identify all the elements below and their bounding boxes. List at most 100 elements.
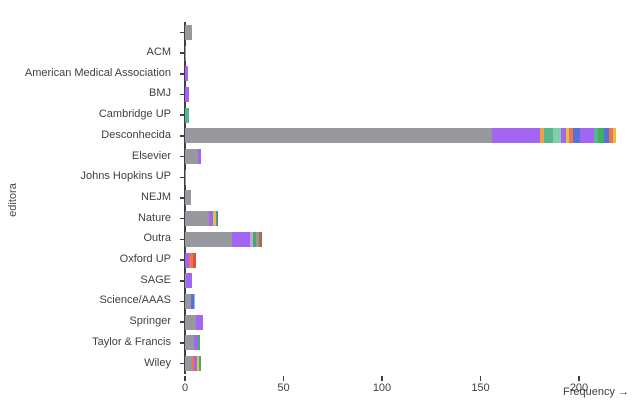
- bar-segment-yellow: [566, 128, 570, 144]
- bar-row: [185, 314, 203, 330]
- category-label: SAGE: [140, 273, 171, 286]
- bar-segment-gray: [185, 169, 186, 185]
- bar-segment-green: [215, 211, 217, 227]
- bar-segment-yellow: [212, 211, 216, 227]
- x-tick-label: 0: [181, 381, 189, 394]
- bar-segment-purple: [185, 252, 189, 268]
- x-tick-label: 100: [372, 381, 392, 394]
- bar-segment-gray: [185, 273, 186, 289]
- bar-segment-gray: [185, 128, 493, 144]
- y-tick-mark: [179, 155, 185, 158]
- bar-segment-gray: [185, 45, 187, 61]
- x-tick-mark: [184, 375, 186, 381]
- category-label: Elsevier: [131, 149, 171, 162]
- category-label: ACM: [146, 46, 171, 59]
- category-label: Wiley: [144, 356, 171, 369]
- bar-segment-gray: [185, 314, 196, 330]
- bar-row: [185, 231, 262, 247]
- bar-segment-blue: [216, 211, 219, 227]
- bar-segment-salmon: [609, 128, 614, 144]
- bar-row: [185, 293, 195, 309]
- y-tick-mark: [179, 238, 185, 241]
- bar-row: [185, 86, 189, 102]
- bar-segment-gray: [255, 231, 259, 247]
- category-label: Springer: [129, 315, 171, 328]
- bar-segment-teal: [593, 128, 598, 144]
- bar-segment-green: [597, 128, 604, 144]
- bar-row: [185, 66, 188, 82]
- bar-row: [185, 211, 219, 227]
- bar-segment-purple: [561, 128, 567, 144]
- bar-segment-blue: [573, 128, 580, 144]
- bar-segment-purple: [197, 149, 201, 165]
- category-label: BMJ: [149, 87, 171, 100]
- bar-row: [185, 45, 187, 61]
- bar-segment-salmon: [569, 128, 574, 144]
- bar-segment-blue: [190, 293, 194, 309]
- bar-row: [185, 356, 201, 372]
- y-tick-mark: [179, 259, 185, 261]
- bar-row: [185, 335, 200, 351]
- category-label: Nature: [137, 211, 171, 224]
- y-tick-mark: [179, 176, 185, 178]
- bar-segment-gray: [185, 190, 191, 206]
- plot-area: [185, 22, 640, 374]
- bar-segment-gray: [185, 231, 233, 247]
- bar-segment-gray: [185, 149, 198, 165]
- category-label: Cambridge UP: [98, 108, 171, 121]
- bar-row: [185, 252, 196, 268]
- y-tick-mark: [179, 93, 185, 96]
- bar-row: [185, 107, 189, 123]
- y-tick-mark: [179, 114, 185, 116]
- category-label: Outra: [143, 232, 171, 245]
- bar-segment-gray: [185, 293, 191, 309]
- bar-segment-lightteal: [553, 128, 562, 144]
- bar-segment-green: [198, 356, 201, 372]
- bar-row: [185, 169, 186, 185]
- category-label: American Medical Association: [24, 66, 171, 79]
- category-label: Desconhecida: [101, 128, 171, 141]
- category-label: Johns Hopkins UP: [80, 170, 172, 183]
- bar-segment-purple: [193, 356, 197, 372]
- bar-row: [185, 128, 617, 144]
- bar-segment-gray: [185, 356, 192, 372]
- bar-segment-teal: [185, 107, 189, 123]
- bar-segment-yellow: [196, 356, 199, 372]
- bar-segment-purple: [195, 314, 203, 330]
- bar-segment-purple: [185, 273, 192, 289]
- category-label: NEJM: [141, 190, 171, 203]
- category-label: Taylor & Francis: [92, 335, 171, 348]
- bar-segment-teal: [543, 128, 554, 144]
- bar-segment-green: [252, 231, 256, 247]
- bar-segment-gray: [185, 24, 192, 40]
- bar-segment-yellow: [613, 128, 617, 144]
- bar-segment-purple: [579, 128, 594, 144]
- bar-segment-lavender: [249, 231, 253, 247]
- bar-segment-orange: [539, 128, 544, 144]
- bar-segment-purple: [185, 86, 189, 102]
- y-tick-mark: [179, 321, 185, 323]
- bar-segment-gray: [185, 211, 209, 227]
- category-label: Oxford UP: [119, 253, 171, 266]
- y-tick-mark: [179, 342, 185, 344]
- bar-row: [185, 24, 192, 40]
- y-tick-mark: [179, 135, 185, 137]
- bar-row: [185, 149, 201, 165]
- y-tick-mark: [179, 31, 185, 34]
- bar-segment-salmon: [188, 252, 193, 268]
- x-tick-mark: [381, 375, 383, 381]
- bar-segment-purple: [208, 211, 213, 227]
- bar-segment-purple: [193, 335, 198, 351]
- bar-segment-salmon: [191, 356, 194, 372]
- bar-segment-red: [192, 252, 196, 268]
- category-label: Science/AAAS: [99, 294, 171, 307]
- x-tick-mark: [282, 375, 285, 381]
- y-tick-mark: [179, 197, 185, 199]
- x-tick-mark: [578, 375, 580, 381]
- y-tick-mark: [179, 280, 185, 282]
- bar-segment-lightblue: [193, 293, 195, 309]
- x-tick-mark: [479, 375, 482, 381]
- x-tick-label: 150: [471, 381, 490, 394]
- y-tick-mark: [179, 73, 185, 75]
